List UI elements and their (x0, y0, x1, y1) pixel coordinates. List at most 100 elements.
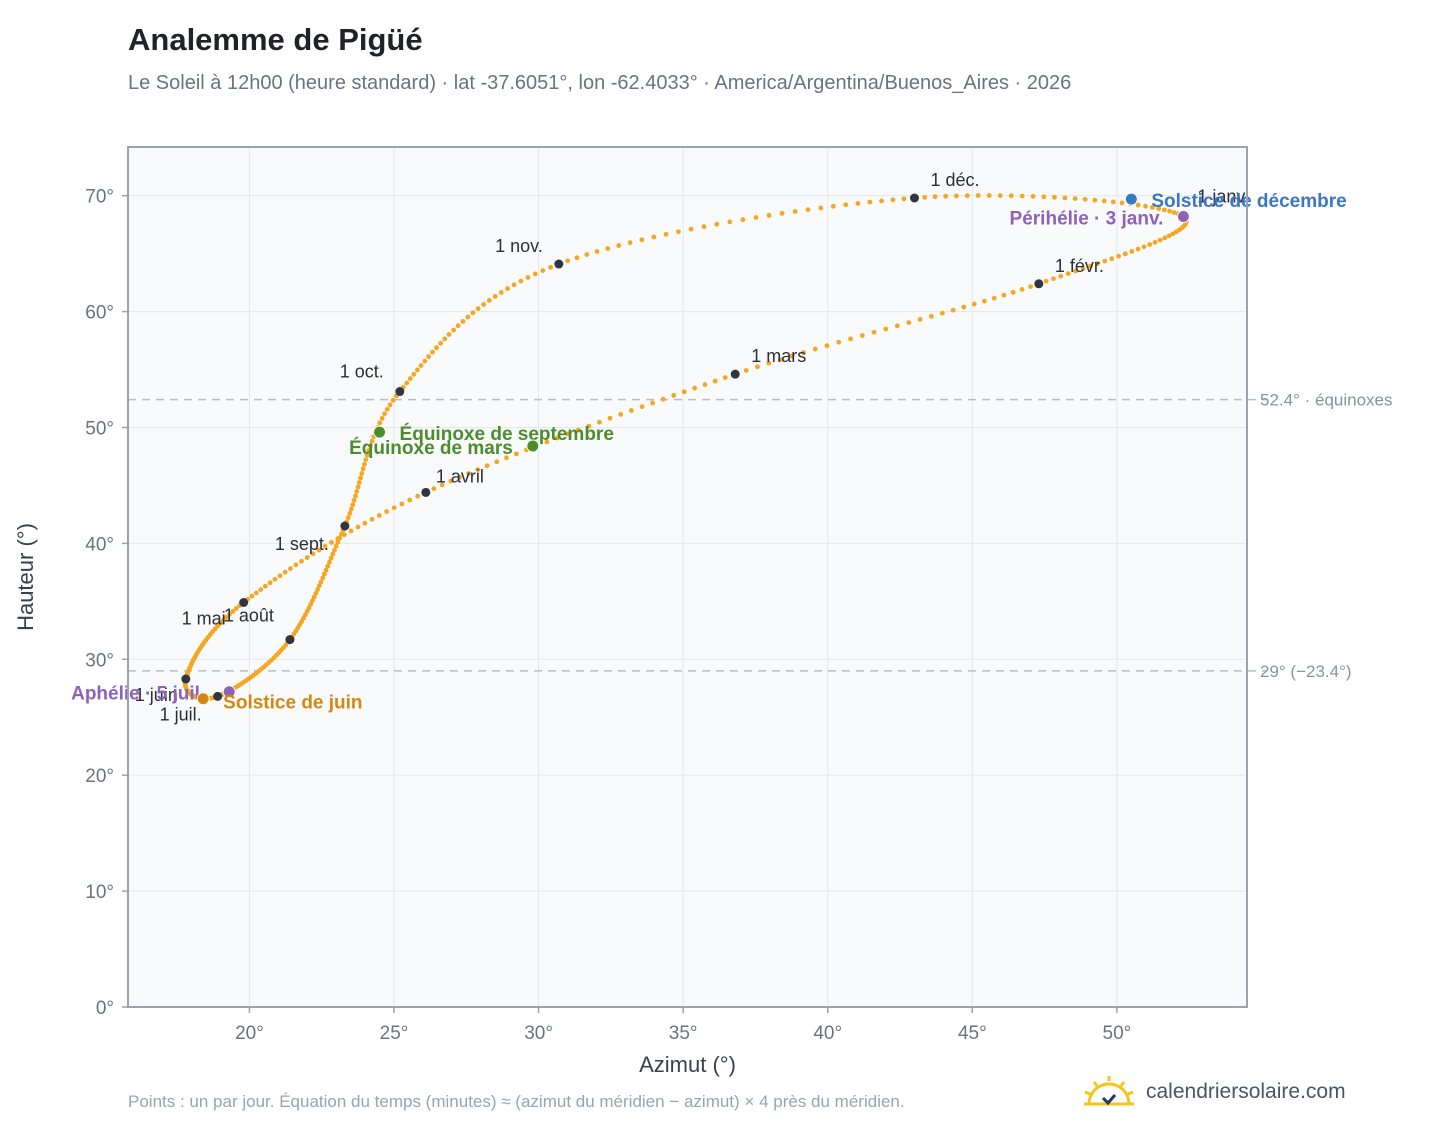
daily-point (308, 601, 314, 607)
daily-point (338, 531, 344, 537)
daily-point (369, 438, 375, 444)
daily-point (337, 535, 343, 541)
daily-point (360, 466, 366, 472)
event-marker (1124, 192, 1138, 206)
x-tick-label: 20° (235, 1023, 264, 1044)
daily-point (688, 226, 694, 232)
daily-point (855, 201, 861, 206)
daily-point (848, 336, 853, 342)
daily-point (1110, 199, 1116, 205)
daily-point (1157, 237, 1163, 243)
event-label: Équinoxe de septembre (400, 423, 614, 445)
daily-point (894, 323, 900, 329)
daily-point (574, 255, 580, 261)
daily-point (422, 358, 428, 364)
daily-point (740, 217, 746, 223)
brand[interactable]: calendriersolaire.com (1082, 1070, 1346, 1114)
daily-point (651, 234, 657, 240)
daily-point (975, 193, 981, 198)
plot-background (128, 147, 1247, 1007)
daily-point (928, 313, 934, 319)
event-label: Périhélie · 3 janv. (1010, 209, 1164, 230)
daily-point (293, 562, 299, 568)
daily-point (354, 489, 360, 494)
daily-point (702, 382, 708, 387)
daily-point (932, 194, 938, 200)
daily-point (701, 224, 707, 230)
daily-point (253, 590, 259, 596)
daily-point (475, 306, 481, 312)
reference-line-label: 29° (−23.4°) (1260, 662, 1352, 681)
daily-point (917, 317, 923, 322)
month-marker (285, 635, 295, 645)
daily-point (451, 327, 456, 333)
daily-point (777, 357, 783, 362)
daily-point (282, 569, 288, 575)
daily-point (596, 419, 602, 425)
daily-point (801, 350, 806, 355)
footer-note: Points : un par jour. Équation du temps … (128, 1092, 905, 1111)
month-marker (239, 597, 249, 607)
daily-point (1147, 242, 1153, 247)
daily-point (1109, 256, 1115, 262)
daily-point (347, 510, 353, 516)
plot-frame (127, 146, 1248, 1008)
brand-name: calendriersolaire.com (1146, 1080, 1346, 1103)
daily-point (639, 237, 645, 243)
daily-point (1010, 289, 1016, 295)
daily-point (411, 371, 417, 377)
daily-point (316, 583, 322, 589)
daily-point (465, 314, 471, 320)
daily-point (391, 505, 397, 511)
daily-point (415, 493, 421, 499)
daily-point (1135, 202, 1141, 208)
daily-point (971, 301, 977, 307)
daily-point (438, 340, 443, 346)
daily-point (315, 587, 321, 592)
daily-point (712, 378, 718, 384)
daily-point (494, 459, 500, 465)
month-marker (395, 387, 405, 397)
x-tick-label: 45° (958, 1023, 987, 1044)
x-tick-label: 50° (1103, 1023, 1132, 1044)
daily-point (779, 210, 785, 216)
daily-point (1162, 207, 1167, 213)
daily-point (554, 435, 560, 441)
daily-point (313, 590, 319, 596)
daily-point (727, 219, 733, 225)
daily-point (434, 345, 439, 351)
daily-point (323, 567, 329, 573)
daily-point (492, 293, 498, 299)
daily-point (230, 609, 236, 614)
daily-point (565, 431, 571, 437)
daily-point (743, 368, 749, 373)
daily-point (906, 320, 912, 325)
daily-point (540, 268, 546, 273)
daily-point (950, 307, 956, 313)
daily-point (605, 246, 611, 251)
daily-point (384, 509, 390, 515)
daily-point (639, 404, 645, 410)
daily-point (692, 385, 698, 391)
daily-point (364, 452, 370, 458)
daily-point (1092, 197, 1098, 203)
daily-point (1170, 231, 1176, 237)
daily-point (322, 543, 328, 549)
daily-point (997, 193, 1003, 198)
daily-point (812, 346, 818, 352)
chart-title: Analemme de Pigüé (128, 22, 423, 57)
daily-point (1019, 193, 1025, 199)
month-label: 1 janv. (1197, 187, 1249, 207)
daily-point (355, 484, 361, 490)
daily-point (327, 559, 332, 565)
daily-point (310, 551, 316, 557)
y-tick-label: 40° (85, 534, 114, 555)
daily-point (1116, 253, 1122, 259)
daily-point (418, 363, 424, 368)
month-marker (909, 193, 919, 203)
daily-point (836, 339, 842, 345)
daily-point (986, 193, 992, 198)
daily-point (1087, 263, 1093, 269)
daily-point (548, 264, 554, 270)
daily-point (1143, 203, 1148, 209)
